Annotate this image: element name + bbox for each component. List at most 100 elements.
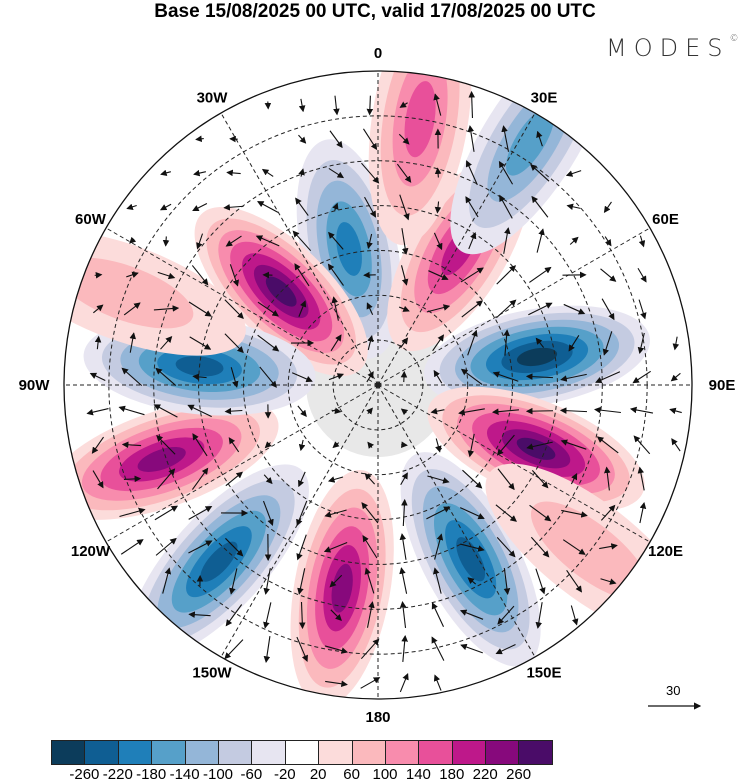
wind-vector — [593, 406, 621, 414]
wind-vector — [366, 233, 373, 250]
colorbar-swatch — [118, 741, 153, 764]
logo-mark: © — [729, 34, 739, 44]
wind-vector — [433, 232, 443, 251]
colorbar-swatch — [285, 741, 320, 764]
wind-vector — [460, 267, 484, 283]
wind-vector — [399, 673, 409, 693]
wind-vector — [638, 299, 647, 320]
colorbar-swatch — [85, 741, 119, 764]
wind-vector — [536, 130, 543, 147]
wind-vector — [223, 204, 244, 211]
wind-vector — [89, 372, 106, 382]
wind-vector — [362, 128, 378, 151]
wind-vector — [638, 235, 646, 248]
colorbar-tick-label: -140 — [169, 766, 200, 783]
colorbar-swatch — [52, 741, 86, 764]
colorbar-tick-label: 20 — [309, 766, 327, 783]
meridian-line — [105, 384, 379, 543]
longitude-label: 90E — [709, 377, 736, 394]
wind-vector — [329, 130, 343, 149]
colorbar-swatch — [452, 741, 487, 764]
wind-vector — [225, 471, 244, 487]
wind-vector — [119, 507, 146, 518]
wind-vector — [225, 604, 243, 627]
wind-vector — [600, 578, 617, 585]
map-border — [63, 70, 693, 700]
colorbar-tick-label: -220 — [102, 766, 133, 783]
colorbar-swatch — [185, 741, 219, 764]
wind-vector — [298, 168, 305, 177]
wind-vector — [196, 233, 204, 250]
wind-vector — [126, 271, 139, 278]
wind-vector — [366, 371, 374, 383]
wind-vector — [328, 231, 344, 250]
wind-vector — [324, 509, 347, 518]
wind-vector — [327, 263, 344, 286]
wind-vector — [525, 373, 554, 380]
wind-vector — [224, 639, 244, 660]
wind-vector — [93, 304, 104, 314]
wind-vector — [157, 271, 176, 280]
longitude-label: 120W — [71, 543, 111, 560]
wind-vector — [367, 441, 374, 449]
wind-vector — [330, 334, 342, 352]
wind-vector — [467, 329, 478, 356]
colorbar-swatch — [152, 741, 186, 764]
wind-vector — [191, 467, 209, 490]
wind-vector — [230, 367, 239, 388]
wind-vector — [226, 169, 241, 177]
wind-vector — [400, 408, 409, 416]
wind-vector — [162, 567, 172, 594]
wind-vector — [433, 369, 443, 384]
wind-vector — [467, 125, 475, 152]
wind-vector — [155, 367, 177, 386]
wind-vector — [434, 201, 442, 214]
south-pole — [375, 382, 381, 388]
wind-vector — [604, 236, 612, 247]
longitude-label: 60W — [75, 211, 107, 228]
wind-vector — [259, 366, 277, 388]
wind-vector — [291, 372, 313, 383]
wind-vector — [531, 470, 549, 489]
wind-vector — [568, 335, 580, 352]
colorbar-tick-label: -260 — [69, 766, 100, 783]
wind-vector — [468, 90, 476, 119]
wind-vector — [468, 232, 477, 250]
wind-vector — [604, 466, 611, 491]
wind-vector — [536, 228, 545, 253]
wind-vector — [462, 469, 483, 489]
colorbar-swatch — [519, 741, 552, 764]
wind-vector — [229, 264, 239, 287]
colorbar-swatch — [419, 741, 453, 764]
wind-vector — [671, 438, 681, 452]
wind-vector — [530, 536, 550, 558]
contour-level — [506, 107, 555, 176]
wind-vector — [432, 334, 445, 352]
longitude-label: 150W — [192, 665, 232, 682]
wind-vector — [264, 441, 272, 449]
wind-vector — [328, 373, 345, 381]
wind-vector — [637, 332, 645, 355]
wind-vector — [434, 167, 442, 178]
wind-vector — [637, 267, 647, 283]
wind-vector — [129, 332, 137, 353]
wind-vector — [328, 167, 345, 179]
wind-vector — [492, 371, 519, 382]
wind-vector — [297, 405, 307, 417]
wind-vector — [526, 441, 553, 450]
wind-vector — [530, 164, 550, 182]
meridian-line — [377, 227, 651, 386]
wind-vector — [330, 609, 342, 621]
wind-vector — [460, 643, 483, 654]
wind-vector — [366, 601, 375, 628]
wind-vector — [400, 337, 409, 349]
wind-vector — [401, 228, 409, 255]
colorbar-swatch — [252, 741, 286, 764]
colorbar-tick-label: 180 — [439, 766, 465, 783]
wind-vector — [569, 236, 579, 245]
wind-vector — [570, 473, 578, 485]
wind-vector — [263, 568, 271, 595]
wind-vector — [399, 567, 408, 594]
